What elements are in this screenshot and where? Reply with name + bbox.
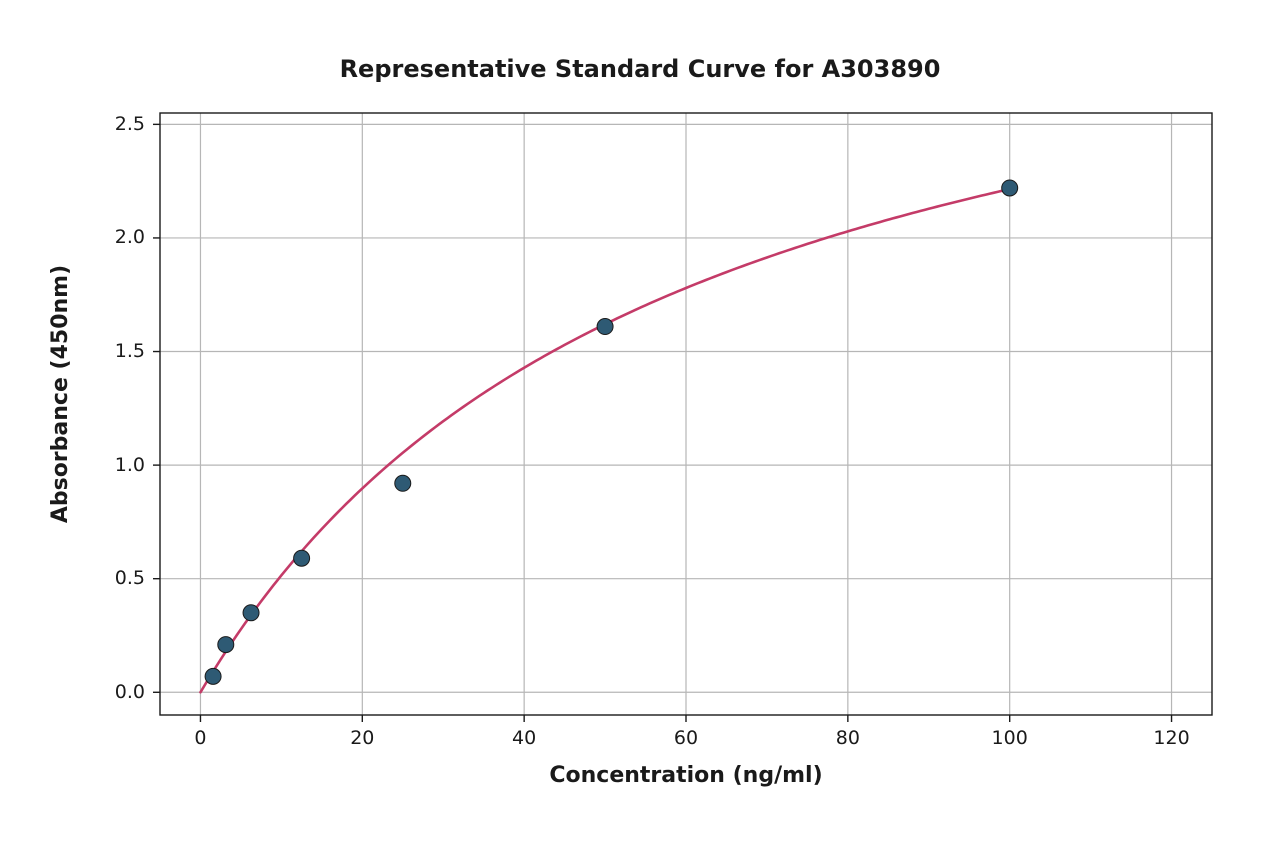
x-tick-label: 60 xyxy=(656,727,716,749)
y-tick-label: 2.0 xyxy=(90,226,145,248)
x-tick-label: 120 xyxy=(1142,727,1202,749)
x-tick-label: 80 xyxy=(818,727,878,749)
chart-title: Representative Standard Curve for A30389… xyxy=(0,55,1280,83)
chart-svg xyxy=(0,0,1280,845)
x-tick-label: 20 xyxy=(332,727,392,749)
y-tick-label: 0.0 xyxy=(90,681,145,703)
y-axis-label: Absorbance (450nm) xyxy=(48,244,73,544)
x-tick-label: 40 xyxy=(494,727,554,749)
x-axis-label: Concentration (ng/ml) xyxy=(536,763,836,788)
y-tick-label: 1.5 xyxy=(90,340,145,362)
x-tick-label: 100 xyxy=(980,727,1040,749)
chart-container: Representative Standard Curve for A30389… xyxy=(0,0,1280,845)
x-tick-label: 0 xyxy=(170,727,230,749)
y-tick-label: 2.5 xyxy=(90,113,145,135)
y-tick-label: 0.5 xyxy=(90,567,145,589)
y-tick-label: 1.0 xyxy=(90,454,145,476)
